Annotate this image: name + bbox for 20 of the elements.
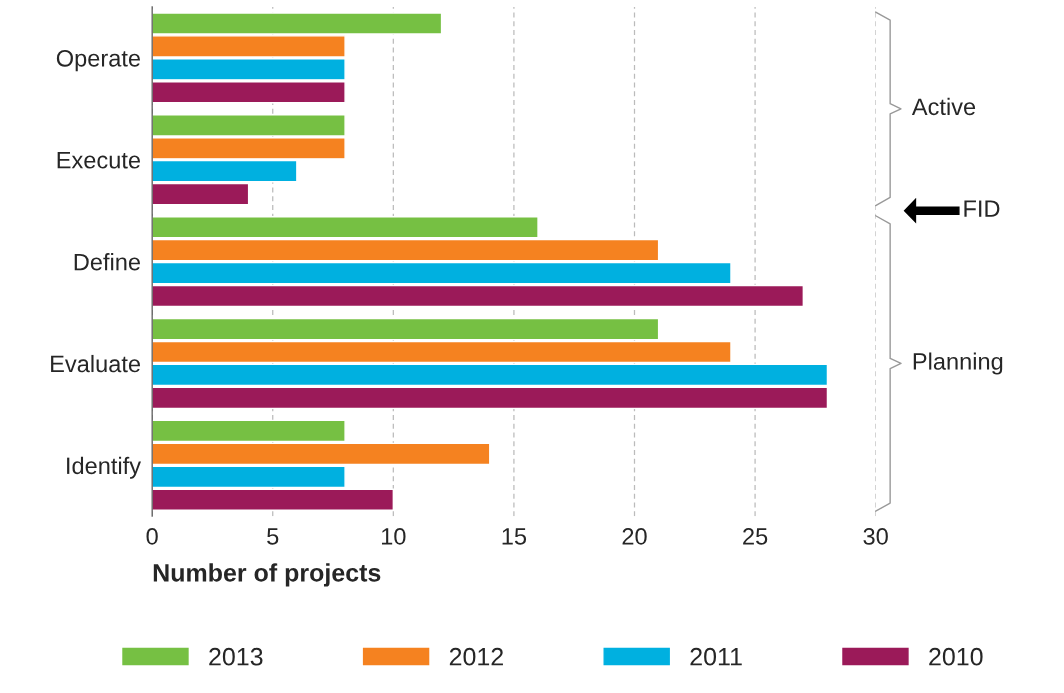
y-tick-label: Operate: [56, 49, 140, 72]
legend-label: 2012: [449, 647, 503, 666]
y-tick-label: Evaluate: [51, 354, 140, 373]
legend-label: 2011: [690, 647, 742, 666]
x-tick-label: 5: [267, 528, 279, 545]
x-tick-label: 30: [863, 528, 888, 545]
legend-label: 2010: [929, 647, 983, 666]
text: Planning: [913, 352, 1003, 375]
x-tick-label: 10: [382, 528, 406, 545]
x-tick-label: 0: [146, 528, 158, 545]
x-tick-label: 20: [622, 528, 647, 545]
y-tick-label: Define: [74, 253, 140, 271]
y-tick-label: Identify: [67, 456, 141, 479]
text: Active: [911, 97, 976, 116]
x-axis-title: Number of projects: [153, 563, 381, 587]
legend-label: 2013: [209, 647, 263, 666]
x-tick-label: 25: [743, 528, 768, 545]
text: FID: [964, 200, 1000, 217]
x-tick-label: 15: [502, 528, 527, 545]
y-tick-label: Execute: [57, 152, 140, 169]
